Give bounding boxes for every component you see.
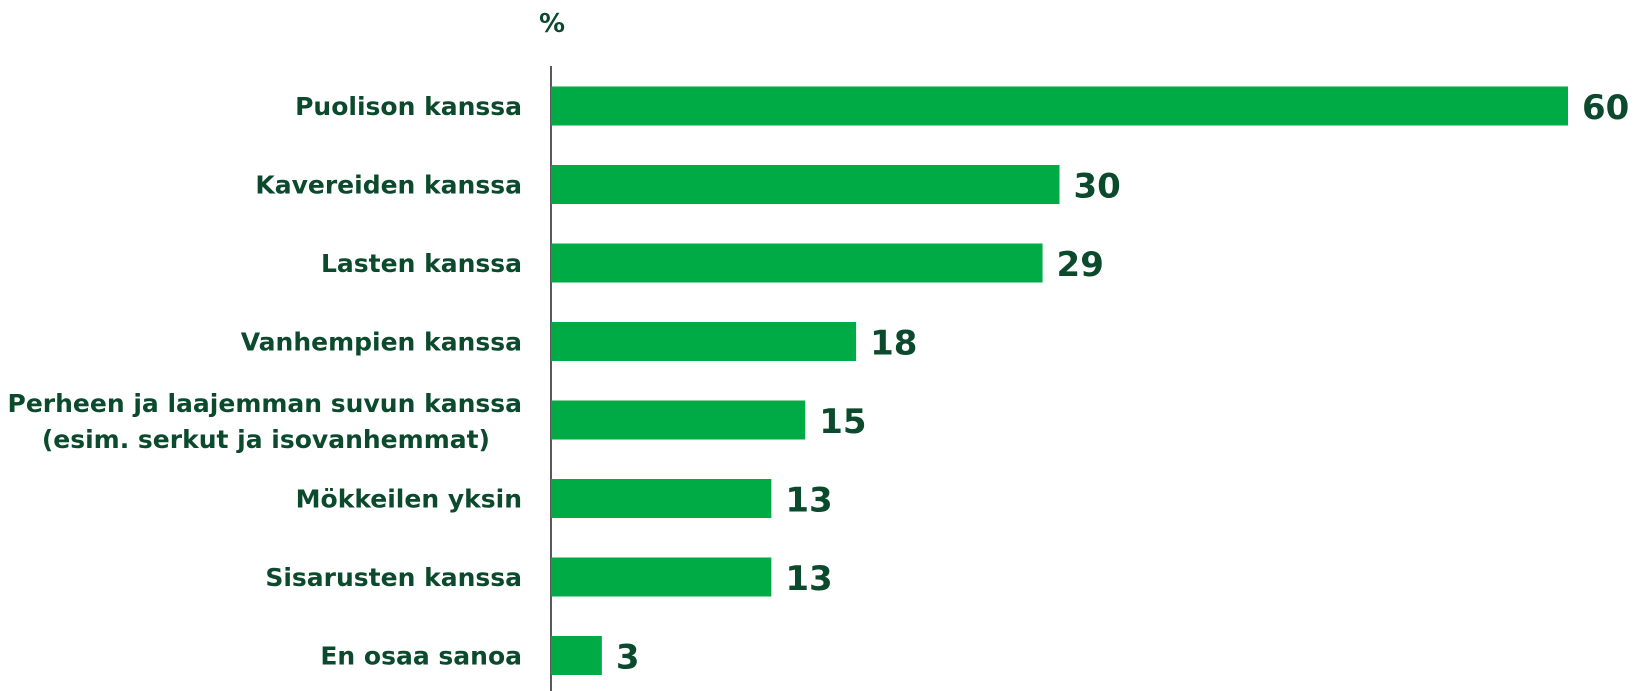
category-label-line: Perheen ja laajemman suvun kanssa [8, 389, 522, 418]
value-label: 30 [1074, 167, 1121, 207]
value-label: 13 [785, 481, 832, 521]
value-label: 18 [870, 324, 917, 364]
value-label: 60 [1582, 88, 1629, 128]
value-label: 29 [1057, 245, 1104, 285]
category-label: En osaa sanoa [320, 642, 522, 671]
bar [551, 165, 1060, 204]
category-label: Perheen ja laajemman suvun kanssa (esim. … [8, 389, 522, 454]
category-label: Puolison kanssa [295, 92, 522, 121]
category-label: Vanhempien kanssa [241, 328, 522, 357]
bar [551, 322, 857, 361]
bar [551, 636, 602, 675]
value-label: 13 [785, 559, 832, 599]
category-label-line: (esim. serkut ja isovanhemmat) [42, 425, 490, 454]
bar [551, 557, 772, 597]
category-label: Mökkeilen yksin [296, 485, 522, 514]
bars-group: 60 Puolison kanssa 30 Kavereiden kanssa 29 La… [8, 86, 1629, 678]
category-label: Lasten kanssa [321, 249, 522, 278]
bar [551, 400, 806, 440]
unit-label: % [539, 9, 565, 39]
bar [551, 243, 1043, 283]
bar [551, 86, 1568, 126]
bar [551, 479, 772, 518]
value-label: 15 [819, 402, 866, 442]
category-label: Sisarusten kanssa [265, 563, 522, 592]
value-label: 3 [616, 638, 640, 678]
category-label: Kavereiden kanssa [255, 171, 522, 200]
